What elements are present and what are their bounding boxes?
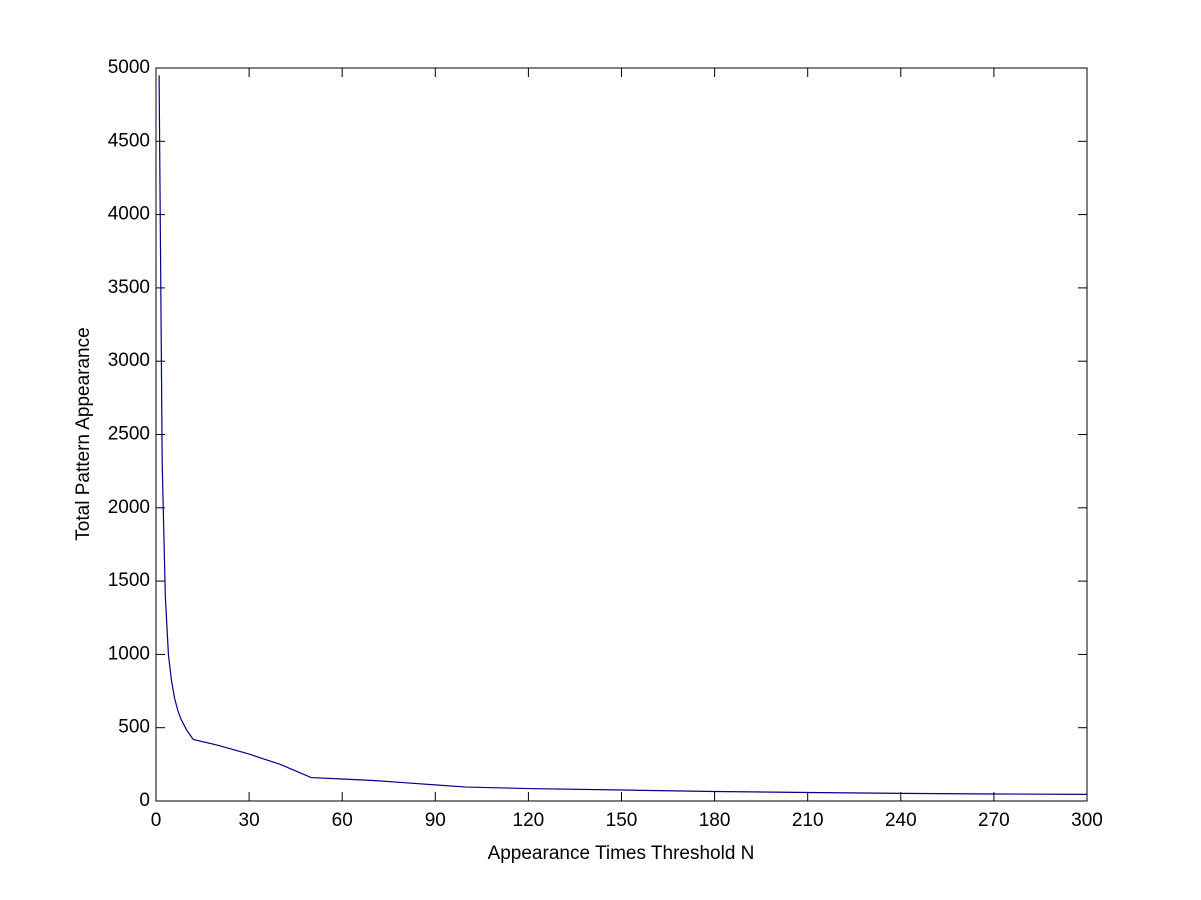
data-line — [158, 75, 1088, 796]
y-tick-label: 2000 — [108, 497, 150, 518]
y-tick-label: 3500 — [108, 277, 150, 298]
x-tick-label: 240 — [885, 810, 917, 831]
x-tick-label: 270 — [978, 810, 1010, 831]
x-tick-label: 180 — [699, 810, 731, 831]
y-tick-label: 1000 — [108, 643, 150, 664]
y-tick-label: 500 — [118, 717, 150, 738]
x-tick-label: 300 — [1071, 810, 1103, 831]
y-axis-label: Total Pattern Appearance — [73, 327, 94, 540]
y-tick-label: 1500 — [108, 570, 150, 591]
x-tick-label: 30 — [239, 810, 260, 831]
x-axis-label: Appearance Times Threshold N — [488, 843, 755, 864]
y-tick-label: 5000 — [108, 57, 150, 78]
y-tick-label: 0 — [139, 790, 150, 811]
x-tick-label: 210 — [792, 810, 824, 831]
x-tick-label: 60 — [332, 810, 353, 831]
y-tick-label: 2500 — [108, 424, 150, 445]
y-tick-label: 4000 — [108, 204, 150, 225]
x-tick-label: 0 — [151, 810, 162, 831]
y-tick-label: 3000 — [108, 350, 150, 371]
y-tick-label: 4500 — [108, 130, 150, 151]
x-tick-label: 150 — [606, 810, 638, 831]
x-tick-label: 120 — [513, 810, 545, 831]
x-tick-label: 90 — [425, 810, 446, 831]
